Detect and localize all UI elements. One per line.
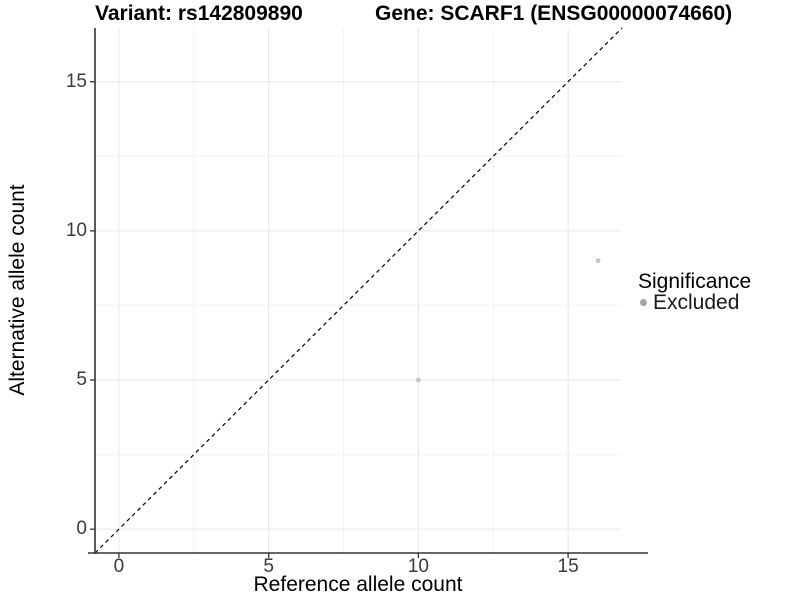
data-point xyxy=(415,377,421,383)
identity-dashed-line xyxy=(94,27,623,554)
x-tick-label: 15 xyxy=(557,556,579,577)
legend: Significance Excluded xyxy=(638,271,751,313)
y-tick-label: 10 xyxy=(65,219,87,241)
legend-key-dot-icon xyxy=(640,299,647,306)
x-tick-label: 0 xyxy=(113,556,125,577)
y-tick-label: 15 xyxy=(65,70,87,92)
y-tick-label: 0 xyxy=(76,518,87,540)
legend-title: Significance xyxy=(638,270,752,293)
variant-title: Variant: rs142809890 xyxy=(95,2,303,25)
y-tick-label: 5 xyxy=(76,368,87,390)
x-tick-label: 5 xyxy=(263,556,274,577)
x-axis-title: Reference allele count xyxy=(253,573,463,596)
gene-title: Gene: SCARF1 (ENSG00000074660) xyxy=(375,2,733,25)
legend-item-excluded: Excluded xyxy=(638,292,751,313)
legend-item-label: Excluded xyxy=(653,291,740,314)
data-point xyxy=(595,258,601,264)
y-axis-title: Alternative allele count xyxy=(6,184,29,396)
x-tick-label: 10 xyxy=(407,556,429,577)
